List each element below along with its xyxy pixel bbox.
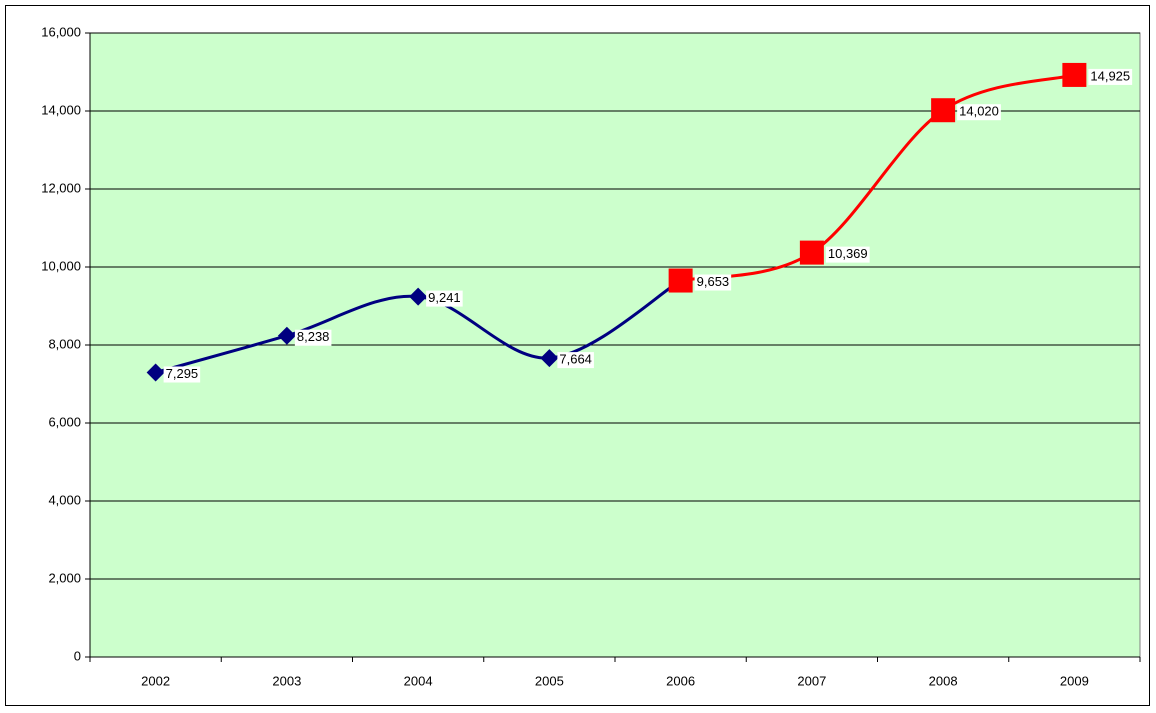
data-label: 10,369 bbox=[828, 246, 868, 261]
y-tick-label: 14,000 bbox=[41, 102, 81, 117]
marker bbox=[146, 363, 165, 382]
data-label: 14,020 bbox=[959, 104, 999, 119]
marker bbox=[931, 98, 956, 123]
x-tick-label: 2005 bbox=[535, 673, 564, 688]
x-tick-label: 2008 bbox=[929, 673, 958, 688]
marker bbox=[668, 268, 693, 293]
y-tick-label: 12,000 bbox=[41, 180, 81, 195]
y-tick-label: 8,000 bbox=[48, 336, 81, 351]
data-label-bg bbox=[426, 290, 463, 307]
data-label-bg bbox=[163, 366, 201, 383]
y-tick-label: 2,000 bbox=[48, 570, 81, 585]
marker bbox=[277, 326, 296, 345]
data-label: 14,925 bbox=[1090, 68, 1130, 83]
data-label: 9,241 bbox=[428, 290, 461, 305]
data-label-bg bbox=[1088, 68, 1133, 85]
series-line bbox=[680, 73, 1075, 283]
data-label-bg bbox=[825, 246, 870, 263]
x-tick-label: 2004 bbox=[404, 673, 433, 688]
data-label-bg bbox=[694, 274, 732, 291]
y-tick-label: 16,000 bbox=[41, 24, 81, 39]
x-tick-label: 2003 bbox=[272, 673, 301, 688]
y-tick-label: 4,000 bbox=[48, 492, 81, 507]
data-label: 7,664 bbox=[559, 352, 592, 367]
data-label-bg bbox=[957, 104, 1001, 121]
y-tick-label: 10,000 bbox=[41, 258, 81, 273]
data-label: 9,653 bbox=[697, 274, 730, 289]
y-tick-label: 0 bbox=[74, 648, 81, 663]
marker bbox=[540, 349, 559, 368]
x-tick-label: 2006 bbox=[666, 673, 695, 688]
data-label-bg bbox=[557, 352, 594, 369]
marker bbox=[409, 287, 428, 306]
data-label: 7,295 bbox=[166, 366, 199, 381]
marker bbox=[1062, 62, 1087, 87]
x-tick-label: 2002 bbox=[141, 673, 170, 688]
marker bbox=[799, 240, 824, 265]
y-tick-label: 6,000 bbox=[48, 414, 81, 429]
data-label: 8,238 bbox=[297, 329, 330, 344]
x-tick-label: 2009 bbox=[1060, 673, 1089, 688]
data-label-bg bbox=[294, 329, 332, 346]
x-tick-label: 2007 bbox=[797, 673, 826, 688]
